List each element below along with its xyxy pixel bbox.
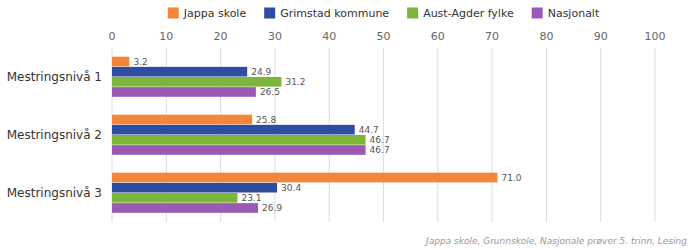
x-tick-label: 0 [109, 30, 116, 43]
bar [112, 203, 258, 213]
footnote: Jappa skole, Grunnskole, Nasjonale prøve… [424, 236, 687, 246]
legend: Jappa skole Grimstad kommune Aust-Agder fy… [168, 7, 600, 20]
data-label: 71.0 [502, 173, 522, 183]
data-label: 44.7 [359, 125, 379, 135]
y-tick-label: Mestringsnivå 3 [7, 186, 102, 200]
x-tick-label: 90 [594, 30, 608, 43]
chart: 0102030405060708090100Mestringsnivå 1Mes… [0, 0, 695, 250]
legend-item: Nasjonalt [532, 7, 600, 20]
bar [112, 125, 355, 135]
grid-line [546, 48, 547, 222]
legend-label: Jappa skole [183, 7, 247, 20]
bar [112, 57, 129, 67]
x-tick-label: 60 [431, 30, 445, 43]
bar [112, 183, 277, 193]
legend-label: Aust-Agder fylke [423, 7, 514, 20]
x-axis: 0 10 20 30 40 50 60 70 80 90 100 [109, 30, 666, 43]
bar [112, 87, 256, 97]
series [112, 77, 366, 203]
x-tick-label: 70 [485, 30, 499, 43]
y-axis: Mestringsnivå 1 Mestringsnivå 2 Mestringsn… [7, 70, 102, 200]
x-tick-label: 50 [377, 30, 391, 43]
x-tick-label: 10 [159, 30, 173, 43]
data-label: 23.1 [241, 193, 261, 203]
grid [112, 48, 655, 222]
data-label: 3.2 [133, 57, 147, 67]
data-label: 24.9 [251, 67, 271, 77]
legend-swatch [407, 8, 418, 19]
legend-item: Grimstad kommune [264, 7, 389, 20]
bar [112, 67, 247, 77]
bar [112, 77, 281, 87]
bar [112, 173, 498, 183]
x-tick-label: 100 [645, 30, 666, 43]
grid-line [600, 48, 601, 222]
legend-item: Jappa skole [168, 7, 247, 20]
legend-swatch [168, 8, 179, 19]
x-tick-label: 30 [268, 30, 282, 43]
data-label: 26.5 [260, 87, 280, 97]
legend-label: Grimstad kommune [280, 7, 389, 20]
legend-swatch [532, 8, 543, 19]
legend-swatch [264, 8, 275, 19]
x-tick-label: 80 [539, 30, 553, 43]
data-label: 46.7 [370, 145, 390, 155]
data-label: 31.2 [285, 77, 305, 87]
grid-line [437, 48, 438, 222]
y-tick-label: Mestringsnivå 2 [7, 128, 102, 142]
x-tick-label: 20 [214, 30, 228, 43]
data-label: 26.9 [262, 203, 282, 213]
series [112, 87, 366, 213]
grid-line [655, 48, 656, 222]
x-tick-label: 40 [322, 30, 336, 43]
data-label: 30.4 [281, 183, 301, 193]
bar [112, 193, 237, 203]
data-label: 46.7 [370, 135, 390, 145]
legend-item: Aust-Agder fylke [407, 7, 514, 20]
series [112, 67, 355, 193]
series [112, 57, 498, 183]
bars [112, 57, 498, 213]
bar [112, 115, 252, 125]
legend-label: Nasjonalt [548, 7, 600, 20]
data-labels: 3.2 25.8 71.0 24.9 44.7 30.4 31.2 46.7 23.1 26.5 4… [133, 57, 521, 213]
bar [112, 135, 366, 145]
grid-line [492, 48, 493, 222]
data-label: 25.8 [256, 115, 276, 125]
bar [112, 145, 366, 155]
y-tick-label: Mestringsnivå 1 [7, 70, 102, 84]
